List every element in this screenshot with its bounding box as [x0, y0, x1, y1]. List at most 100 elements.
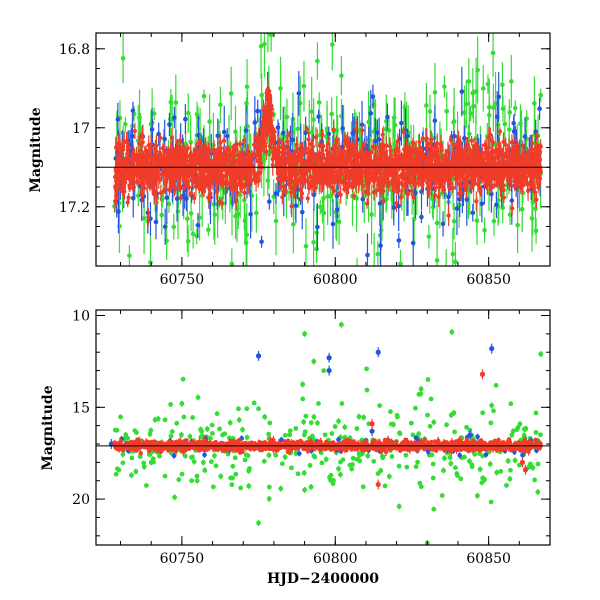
red-point — [121, 182, 126, 187]
red-point — [411, 140, 416, 145]
red-point — [361, 142, 367, 147]
red-point — [469, 184, 474, 189]
blue-point — [522, 134, 528, 139]
blue-point — [385, 114, 390, 120]
blue-point — [162, 224, 168, 229]
red-point — [158, 135, 163, 140]
red-point — [221, 138, 227, 143]
red-point — [266, 97, 271, 103]
blue-point — [162, 136, 167, 142]
blue-point — [340, 144, 345, 150]
red-point — [166, 148, 171, 153]
red-point — [288, 167, 294, 172]
red-point — [411, 177, 416, 182]
green-point — [190, 231, 196, 237]
green-point — [309, 109, 314, 114]
red-point — [388, 148, 393, 153]
green-point — [500, 82, 505, 88]
red-point — [280, 145, 285, 150]
blue-point — [290, 137, 296, 143]
red-point — [450, 185, 456, 191]
red-point — [525, 188, 531, 193]
green-point — [228, 91, 234, 96]
red-point — [137, 141, 142, 146]
blue-point — [224, 133, 230, 139]
blue-point — [377, 201, 383, 206]
blue-point — [365, 252, 370, 258]
red-point — [370, 144, 376, 149]
red-point — [289, 190, 294, 195]
red-point — [189, 159, 194, 165]
green-point — [254, 210, 259, 216]
green-point — [311, 117, 316, 122]
green-point — [444, 109, 450, 114]
red-point — [471, 167, 476, 173]
green-point — [434, 220, 440, 226]
green-point — [185, 239, 191, 244]
red-point — [398, 195, 404, 200]
green-point — [426, 234, 432, 239]
top-data-layer — [112, 33, 544, 266]
green-point — [262, 41, 267, 47]
red-point — [510, 206, 515, 211]
green-point — [507, 110, 513, 115]
blue-point — [479, 201, 485, 207]
green-point — [453, 259, 458, 265]
red-point — [214, 189, 219, 195]
green-point — [314, 230, 319, 235]
blue-point — [496, 94, 502, 100]
blue-point — [221, 129, 227, 135]
red-point — [380, 143, 385, 148]
red-point — [436, 194, 441, 200]
red-point — [532, 189, 537, 194]
red-point — [474, 199, 479, 204]
blue-point — [275, 125, 281, 130]
red-point — [306, 137, 311, 142]
red-point — [517, 173, 522, 179]
red-point — [304, 126, 310, 131]
green-point — [533, 206, 538, 211]
red-point — [413, 180, 419, 186]
red-point — [238, 142, 243, 147]
red-point — [160, 146, 165, 151]
green-point — [490, 50, 496, 56]
blue-point — [470, 210, 476, 216]
red-point — [142, 153, 148, 158]
red-point — [439, 183, 444, 188]
blue-point — [195, 222, 201, 228]
red-point — [270, 162, 275, 167]
blue-point — [273, 191, 279, 196]
blue-point — [167, 122, 172, 127]
green-point — [450, 251, 456, 257]
red-point — [239, 184, 245, 190]
red-point — [458, 183, 463, 188]
green-point — [538, 92, 544, 98]
red-point — [273, 153, 278, 158]
green-point — [301, 83, 307, 89]
blue-point — [330, 221, 336, 227]
red-point — [173, 162, 178, 167]
green-point — [243, 240, 249, 245]
blue-point — [243, 128, 249, 133]
blue-point — [164, 195, 170, 200]
green-point — [491, 218, 497, 224]
blue-point — [215, 133, 221, 139]
red-point — [371, 190, 376, 195]
green-point — [188, 211, 194, 216]
red-point — [503, 142, 508, 147]
red-point — [351, 193, 357, 199]
red-point — [332, 146, 337, 151]
red-point — [126, 195, 131, 201]
red-point — [171, 147, 176, 152]
red-point — [251, 142, 257, 147]
blue-point — [248, 211, 253, 217]
green-point — [237, 192, 243, 198]
red-point — [428, 159, 433, 164]
green-point — [464, 101, 469, 107]
blue-point — [296, 91, 302, 96]
red-point — [360, 128, 365, 133]
red-point — [183, 150, 189, 155]
green-point — [211, 202, 217, 207]
red-point — [188, 191, 194, 196]
red-point — [221, 181, 226, 187]
